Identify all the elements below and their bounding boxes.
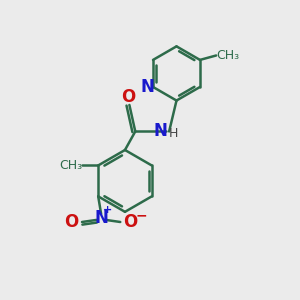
Text: N: N	[154, 122, 168, 140]
Text: −: −	[135, 208, 147, 223]
Text: H: H	[169, 127, 178, 140]
Text: CH₃: CH₃	[216, 49, 239, 62]
Text: O: O	[124, 213, 138, 231]
Text: O: O	[121, 88, 135, 106]
Text: O: O	[64, 213, 78, 231]
Text: N: N	[141, 78, 155, 96]
Text: +: +	[103, 205, 112, 215]
Text: CH₃: CH₃	[59, 159, 83, 172]
Text: N: N	[94, 209, 108, 227]
